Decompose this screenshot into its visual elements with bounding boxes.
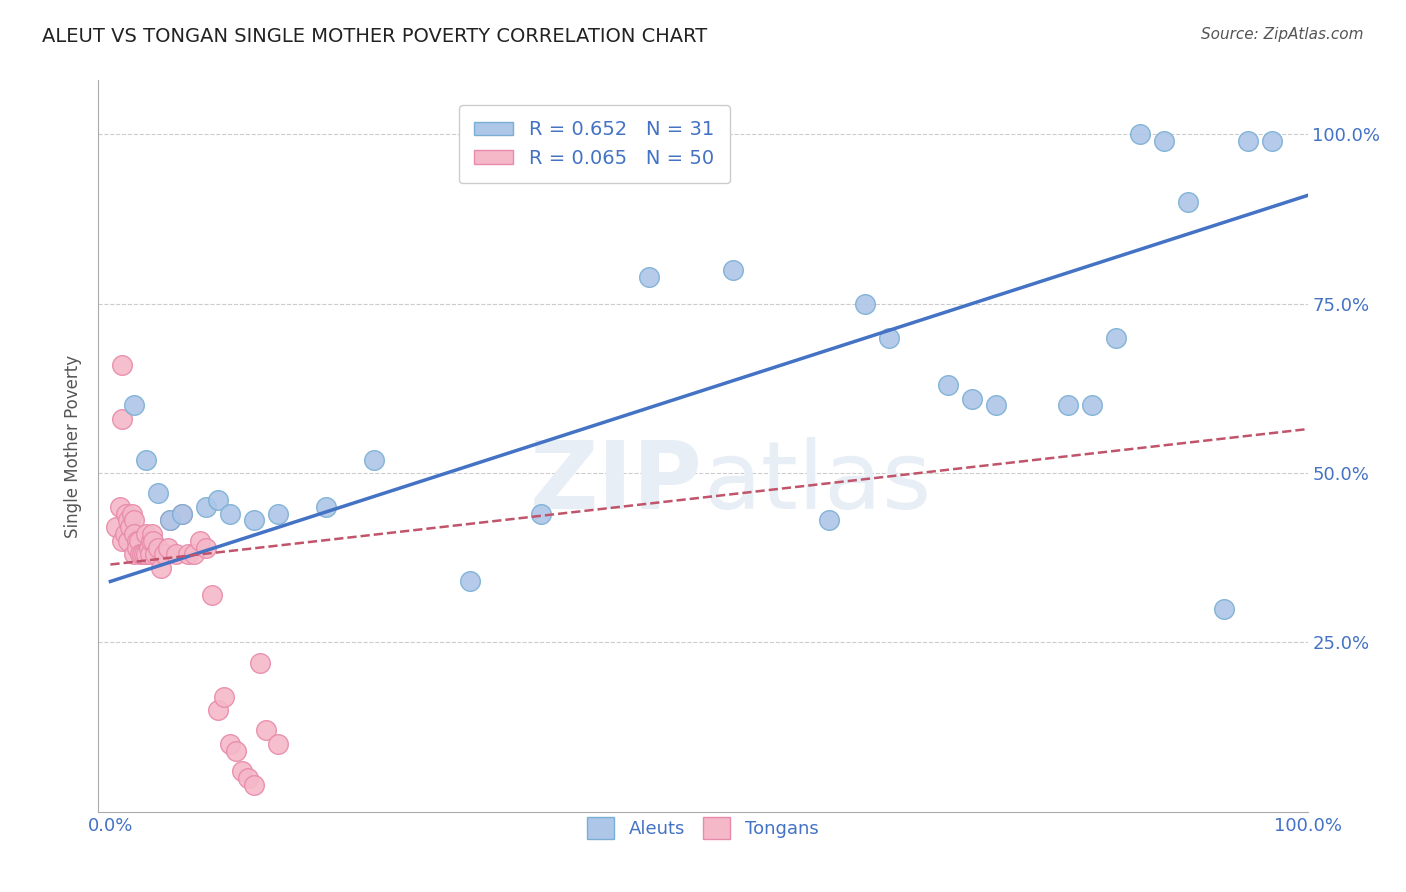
Text: ZIP: ZIP	[530, 436, 703, 529]
Point	[148, 486, 170, 500]
Point	[135, 452, 157, 467]
Point	[188, 533, 211, 548]
Point	[1105, 331, 1128, 345]
Legend: Aleuts, Tongans: Aleuts, Tongans	[581, 810, 825, 847]
Point	[124, 514, 146, 528]
Point	[159, 514, 181, 528]
Point	[1212, 601, 1234, 615]
Point	[149, 561, 172, 575]
Point	[1129, 128, 1152, 142]
Point	[363, 452, 385, 467]
Point	[111, 358, 134, 372]
Point	[249, 656, 271, 670]
Point	[117, 514, 139, 528]
Point	[117, 533, 139, 548]
Point	[243, 514, 266, 528]
Point	[530, 507, 553, 521]
Point	[135, 547, 157, 561]
Point	[817, 514, 839, 528]
Text: ALEUT VS TONGAN SINGLE MOTHER POVERTY CORRELATION CHART: ALEUT VS TONGAN SINGLE MOTHER POVERTY CO…	[42, 27, 707, 45]
Point	[962, 392, 984, 406]
Point	[183, 547, 205, 561]
Point	[139, 547, 162, 561]
Text: Source: ZipAtlas.com: Source: ZipAtlas.com	[1201, 27, 1364, 42]
Point	[177, 547, 200, 561]
Point	[243, 778, 266, 792]
Point	[111, 412, 134, 426]
Point	[172, 507, 194, 521]
Point	[125, 541, 148, 555]
Point	[172, 507, 194, 521]
Point	[143, 547, 166, 561]
Point	[142, 533, 165, 548]
Point	[219, 737, 242, 751]
Text: atlas: atlas	[703, 436, 931, 529]
Point	[141, 527, 163, 541]
Point	[231, 764, 253, 778]
Point	[118, 520, 141, 534]
Point	[315, 500, 337, 514]
Point	[165, 547, 187, 561]
Point	[1153, 134, 1175, 148]
Point	[267, 737, 290, 751]
Point	[128, 533, 150, 548]
Point	[1057, 398, 1080, 412]
Point	[721, 263, 744, 277]
Point	[129, 547, 152, 561]
Point	[1236, 134, 1258, 148]
Point	[236, 771, 259, 785]
Point	[148, 541, 170, 555]
Point	[877, 331, 900, 345]
Point	[986, 398, 1008, 412]
Point	[195, 541, 218, 555]
Point	[638, 269, 661, 284]
Point	[212, 690, 235, 704]
Point	[138, 541, 160, 555]
Point	[105, 520, 128, 534]
Point	[135, 527, 157, 541]
Point	[1081, 398, 1104, 412]
Point	[201, 588, 224, 602]
Point	[207, 703, 229, 717]
Point	[124, 527, 146, 541]
Point	[1260, 134, 1282, 148]
Point	[267, 507, 290, 521]
Point	[139, 533, 162, 548]
Point	[125, 533, 148, 548]
Point	[124, 547, 146, 561]
Point	[225, 744, 247, 758]
Point	[131, 547, 153, 561]
Y-axis label: Single Mother Poverty: Single Mother Poverty	[65, 354, 83, 538]
Point	[114, 527, 136, 541]
Point	[111, 533, 134, 548]
Point	[195, 500, 218, 514]
Point	[254, 723, 277, 738]
Point	[108, 500, 131, 514]
Point	[121, 507, 143, 521]
Point	[156, 541, 179, 555]
Point	[1177, 195, 1199, 210]
Point	[207, 493, 229, 508]
Point	[115, 507, 138, 521]
Point	[132, 547, 155, 561]
Point	[219, 507, 242, 521]
Point	[458, 574, 481, 589]
Point	[853, 297, 876, 311]
Point	[153, 547, 176, 561]
Point	[124, 398, 146, 412]
Point	[159, 514, 181, 528]
Point	[938, 378, 960, 392]
